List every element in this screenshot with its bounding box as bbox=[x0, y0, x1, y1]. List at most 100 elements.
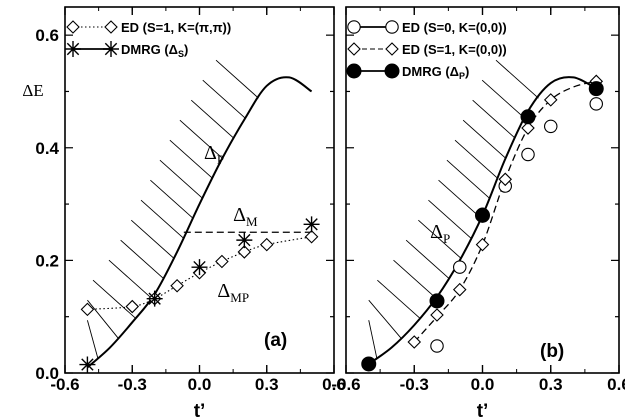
x-tick-label: 0.3 bbox=[539, 375, 563, 394]
legend-label: ED (S=0, K=(0,0)) bbox=[402, 20, 507, 35]
hatch-line bbox=[446, 159, 490, 199]
data-point bbox=[452, 282, 467, 297]
hatch-line bbox=[202, 79, 246, 119]
hatch-line bbox=[130, 219, 175, 259]
hatch-line bbox=[120, 239, 164, 279]
data-point bbox=[430, 308, 444, 322]
legend-marker bbox=[385, 20, 399, 34]
x-axis-title: t’ bbox=[477, 401, 489, 419]
x-tick-label: -0.6 bbox=[50, 375, 79, 394]
data-point bbox=[236, 232, 253, 249]
hatch-line bbox=[462, 119, 506, 159]
hatch-line bbox=[368, 320, 378, 359]
data-point bbox=[429, 293, 445, 309]
hatch-line bbox=[438, 179, 482, 219]
legend-marker bbox=[347, 20, 361, 34]
data-point bbox=[452, 260, 467, 274]
panel-b: -0.6 -0.3 0.0 0.3 0.6 t’ (b) ΔP ED (S=0, K=(0,0)… bbox=[331, 6, 625, 419]
x-tick-label: 0.0 bbox=[188, 375, 212, 394]
data-point bbox=[170, 278, 184, 293]
legend-marker bbox=[103, 41, 119, 57]
y-axis-title: ΔE bbox=[22, 81, 43, 100]
panel-tag: (b) bbox=[540, 341, 564, 362]
x-tick-label: 0.6 bbox=[607, 375, 625, 394]
hatch-line bbox=[215, 59, 259, 99]
hatch-line bbox=[179, 119, 223, 159]
y-tick-label: 0.2 bbox=[35, 251, 59, 270]
data-point bbox=[259, 237, 274, 252]
hatch-line bbox=[190, 99, 235, 139]
panel-tag: (a) bbox=[264, 330, 287, 351]
legend-marker bbox=[347, 42, 361, 56]
hatch-line bbox=[169, 139, 213, 179]
x-tick-label: -0.3 bbox=[400, 375, 429, 394]
hatch-line bbox=[428, 199, 472, 239]
curve-0 bbox=[86, 76, 313, 369]
legend-marker bbox=[66, 20, 80, 34]
hatch-line bbox=[150, 179, 194, 219]
data-point bbox=[237, 245, 252, 259]
data-point bbox=[79, 356, 96, 373]
plot-frame bbox=[345, 6, 620, 374]
legend-marker bbox=[384, 63, 400, 79]
hatch-region bbox=[86, 59, 259, 359]
hatch-line bbox=[472, 99, 516, 139]
data-point bbox=[521, 147, 535, 162]
legend-marker bbox=[65, 41, 81, 57]
y-tick-label: 0.4 bbox=[35, 139, 59, 158]
hatch-line bbox=[405, 239, 449, 279]
legend: ED (S=0, K=(0,0)) ED (S=1, K=(0,0)) DMRG (… bbox=[346, 20, 507, 81]
y-tick-label: 0.0 bbox=[35, 364, 59, 383]
legend: ED (S=1, K=(π,π)) DMRG (ΔS) bbox=[65, 20, 231, 59]
hatch-line bbox=[454, 139, 498, 179]
data-point bbox=[303, 216, 320, 233]
annotation: ΔP bbox=[430, 221, 450, 246]
x-tick-label: 0.3 bbox=[255, 375, 279, 394]
data-point bbox=[146, 290, 163, 307]
data-point bbox=[520, 109, 536, 125]
legend-marker bbox=[104, 20, 118, 34]
legend-label: ED (S=1, K=(0,0)) bbox=[402, 42, 507, 57]
x-axis-title: t’ bbox=[194, 401, 206, 419]
data-point bbox=[589, 97, 603, 111]
annotation: ΔP bbox=[204, 142, 224, 167]
data-point bbox=[304, 229, 319, 244]
x-tick-label: -0.3 bbox=[118, 375, 147, 394]
data-point bbox=[543, 93, 558, 107]
panel-a: -0.6 -0.3 0.0 0.3 0.6 0.0 0.2 0.4 0.6 t’ ΔE (a) ΔP ΔM… bbox=[22, 6, 346, 419]
data-point bbox=[498, 172, 513, 187]
legend-label: DMRG (ΔS) bbox=[121, 42, 188, 59]
hatch-line bbox=[377, 279, 421, 319]
hatch-line bbox=[159, 159, 203, 199]
data-point bbox=[215, 254, 229, 269]
hatch-line bbox=[87, 299, 119, 339]
hatch-line bbox=[140, 199, 184, 239]
data-point bbox=[407, 335, 422, 349]
hatch-line bbox=[108, 259, 152, 299]
legend-label: ED (S=1, K=(π,π)) bbox=[121, 20, 231, 35]
data-point bbox=[361, 356, 377, 372]
data-point bbox=[521, 121, 535, 135]
hatch-line bbox=[418, 219, 462, 259]
hatch-line bbox=[86, 320, 99, 359]
data-point bbox=[191, 259, 208, 276]
x-tick-label: 0.6 bbox=[322, 375, 346, 394]
plot-frame bbox=[64, 6, 335, 374]
data-point bbox=[430, 339, 444, 353]
data-point bbox=[475, 207, 490, 223]
legend-label: DMRG (ΔP) bbox=[402, 64, 469, 81]
hatch-line bbox=[92, 279, 136, 319]
legend-marker bbox=[346, 63, 362, 79]
hatch-line bbox=[481, 79, 525, 119]
data-point bbox=[475, 237, 490, 252]
hatch-region bbox=[368, 59, 539, 359]
x-tick-label: 0.0 bbox=[471, 375, 495, 394]
hatch-line bbox=[393, 259, 437, 299]
annotation: ΔM bbox=[233, 204, 258, 229]
hatch-line bbox=[495, 59, 539, 99]
legend-marker bbox=[385, 42, 399, 56]
annotation: ΔMP bbox=[217, 280, 249, 305]
x-tick-label: -0.6 bbox=[331, 375, 360, 394]
data-point bbox=[80, 302, 95, 317]
